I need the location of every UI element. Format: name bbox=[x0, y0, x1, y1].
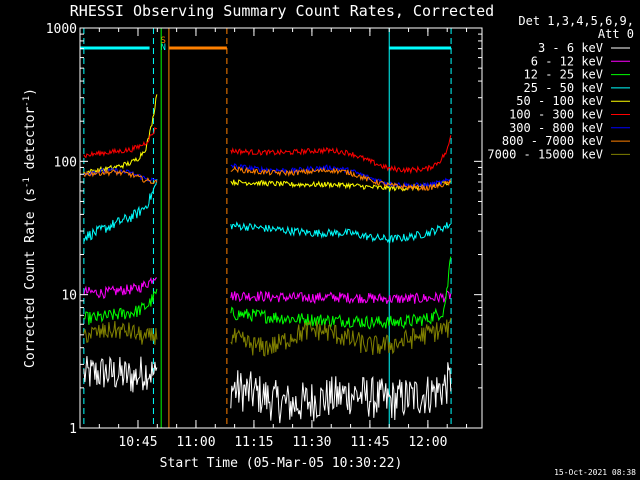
legend-entry-label: 100 - 300 keV bbox=[509, 108, 603, 122]
chart-title: RHESSI Observing Summary Count Rates, Co… bbox=[70, 2, 494, 20]
plot-frame bbox=[79, 27, 483, 429]
legend-detectors: Det 1,3,4,5,6,9, bbox=[518, 14, 634, 28]
series-segment bbox=[83, 168, 158, 184]
y-tick-label: 10 bbox=[61, 289, 77, 304]
y-axis-label: Corrected Count Rate (s-1 detector-1) bbox=[22, 88, 38, 368]
legend-entry-label: 12 - 25 keV bbox=[524, 68, 603, 82]
series-segment bbox=[83, 276, 158, 300]
top-status-label: S bbox=[160, 36, 165, 46]
x-tick-label: 11:15 bbox=[234, 435, 273, 450]
x-tick-label: 11:45 bbox=[350, 435, 389, 450]
y-axis-label-sup1: -1 bbox=[22, 177, 32, 188]
series-segment bbox=[83, 321, 158, 345]
series-3-6-kev bbox=[83, 355, 452, 424]
x-tick-label: 12:00 bbox=[408, 435, 447, 450]
legend-entry-label: 7000 - 15000 keV bbox=[487, 147, 603, 161]
y-axis-label-main: Corrected Count Rate (s bbox=[23, 188, 38, 368]
series-7000-15000-kev bbox=[83, 317, 452, 357]
legend-entry-label: 3 - 6 keV bbox=[538, 41, 603, 55]
series-segment bbox=[83, 355, 158, 393]
top-status-label: N bbox=[160, 43, 165, 53]
x-axis-label: Start Time (05-Mar-05 10:30:22) bbox=[160, 456, 403, 471]
legend-entry-label: 50 - 100 keV bbox=[516, 94, 603, 108]
legend-entry-label: 25 - 50 keV bbox=[524, 81, 603, 95]
series-segment bbox=[230, 362, 452, 424]
series-segment bbox=[83, 288, 158, 325]
series-segment bbox=[83, 94, 158, 176]
x-tick-label: 10:45 bbox=[118, 435, 157, 450]
legend-entry-label: 6 - 12 keV bbox=[531, 54, 603, 68]
legend-entry-label: 800 - 7000 keV bbox=[502, 134, 603, 148]
series-segment bbox=[83, 126, 158, 159]
y-axis-label-end: ) bbox=[23, 88, 38, 96]
series-25-50-kev bbox=[83, 179, 451, 244]
series-segment bbox=[230, 135, 452, 175]
y-tick-label: 1 bbox=[69, 422, 77, 437]
series-100-300-kev bbox=[83, 126, 452, 175]
legend-entry-label: 300 - 800 keV bbox=[509, 121, 603, 135]
legend-attenuator: Att 0 bbox=[598, 27, 634, 41]
series-800-7000-kev bbox=[83, 165, 452, 192]
series-segment bbox=[230, 317, 452, 357]
series-segment bbox=[83, 179, 158, 242]
y-tick-label: 100 bbox=[54, 155, 77, 170]
x-tick-label: 11:00 bbox=[176, 435, 215, 450]
generated-timestamp: 15-Oct-2021 08:38 bbox=[554, 468, 636, 477]
y-axis-label-sup2: -1 bbox=[22, 96, 32, 107]
y-tick-label: 1000 bbox=[46, 22, 77, 37]
series-segment bbox=[230, 290, 452, 305]
x-tick-label: 11:30 bbox=[292, 435, 331, 450]
series-segment bbox=[230, 256, 452, 330]
series-segment bbox=[230, 165, 452, 192]
series-12-25-kev bbox=[83, 256, 452, 330]
series-6-12-kev bbox=[83, 276, 452, 305]
series-segment bbox=[230, 221, 451, 244]
y-axis-label-mid: detector bbox=[23, 107, 38, 178]
